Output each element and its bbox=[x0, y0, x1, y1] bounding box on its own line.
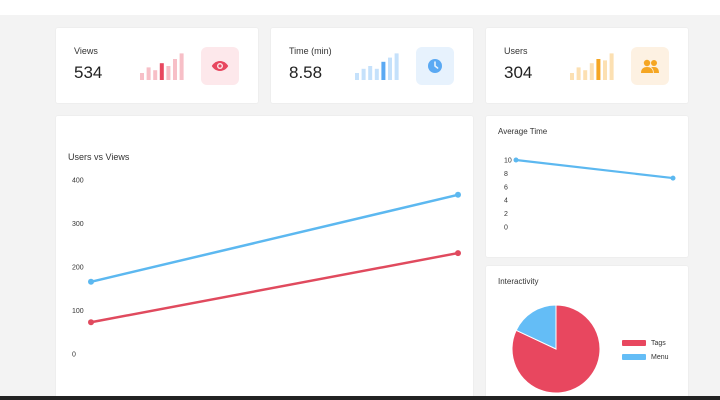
clock-icon bbox=[428, 59, 442, 73]
mini-bar bbox=[589, 63, 594, 80]
mini-bar bbox=[355, 73, 359, 80]
series-line bbox=[90, 193, 459, 284]
time-badge[interactable] bbox=[416, 47, 454, 85]
y-tick-label: 300 bbox=[72, 221, 84, 228]
legend-item-menu[interactable]: Menu bbox=[622, 350, 669, 364]
mini-bar bbox=[153, 70, 158, 80]
mini-bar bbox=[146, 67, 151, 80]
series-line bbox=[90, 251, 459, 324]
data-point bbox=[88, 319, 94, 326]
stat-card-time: Time (min) 8.58 bbox=[271, 28, 473, 103]
mini-bar bbox=[394, 53, 399, 80]
y-tick-label: 0 bbox=[504, 225, 508, 232]
pie-legend: Tags Menu bbox=[622, 336, 669, 364]
mini-bar bbox=[179, 53, 184, 80]
series-line bbox=[515, 158, 674, 180]
users-vs-views-chart: 0 100 200 300 400 bbox=[72, 178, 461, 359]
stat-label: Users bbox=[504, 46, 528, 56]
data-point bbox=[513, 157, 519, 163]
bottom-edge bbox=[0, 396, 720, 400]
top-bar bbox=[0, 0, 720, 15]
mini-bar bbox=[374, 68, 379, 80]
users-badge[interactable] bbox=[631, 47, 669, 85]
interactivity-card: Interactivity Tags Menu bbox=[486, 266, 688, 400]
legend-item-tags[interactable]: Tags bbox=[622, 336, 669, 350]
average-time-card: Average Time 0 2 4 6 8 10 bbox=[486, 116, 688, 257]
y-tick-label: 4 bbox=[504, 198, 508, 205]
y-tick-label: 0 bbox=[72, 352, 76, 359]
mini-bar bbox=[159, 63, 164, 80]
legend-swatch bbox=[622, 354, 646, 360]
stat-card-views: Views 534 bbox=[56, 28, 258, 103]
y-tick-label: 200 bbox=[72, 265, 84, 272]
mini-bar bbox=[570, 73, 574, 80]
mini-bar bbox=[596, 59, 601, 80]
interactivity-pie-chart bbox=[511, 304, 601, 394]
legend-label: Menu bbox=[651, 353, 669, 361]
mini-bar bbox=[388, 57, 392, 80]
stat-label: Time (min) bbox=[289, 46, 332, 56]
mini-bar bbox=[173, 59, 177, 80]
pie-slice bbox=[515, 304, 557, 350]
mini-bar-chart bbox=[355, 53, 399, 80]
chart-title: Interactivity bbox=[498, 277, 539, 286]
mini-bar bbox=[609, 53, 614, 80]
stat-value: 8.58 bbox=[289, 63, 323, 82]
mini-bar bbox=[576, 67, 581, 80]
mini-bar bbox=[361, 68, 366, 80]
y-tick-label: 10 bbox=[504, 158, 512, 165]
average-time-chart: 0 2 4 6 8 10 bbox=[504, 157, 676, 232]
users-vs-views-card: Users vs Views 0 100 200 300 400 bbox=[56, 116, 473, 400]
mini-bar bbox=[583, 70, 588, 80]
stat-card-users: Users 304 bbox=[486, 28, 688, 103]
data-point bbox=[88, 278, 94, 285]
y-tick-label: 400 bbox=[72, 178, 84, 185]
mini-bar bbox=[140, 73, 144, 80]
mini-bar-chart bbox=[140, 53, 184, 80]
legend-swatch bbox=[622, 340, 646, 346]
y-tick-label: 6 bbox=[504, 184, 508, 191]
users-icon bbox=[641, 59, 659, 73]
mini-bar bbox=[166, 66, 171, 80]
legend-label: Tags bbox=[651, 339, 666, 347]
data-point bbox=[455, 250, 461, 257]
views-badge[interactable] bbox=[201, 47, 239, 85]
data-point bbox=[670, 175, 676, 181]
mini-bar-chart bbox=[570, 53, 614, 80]
chart-title: Users vs Views bbox=[68, 152, 130, 162]
eye-icon bbox=[211, 61, 229, 71]
stat-label: Views bbox=[74, 46, 98, 56]
stat-value: 534 bbox=[74, 63, 103, 82]
y-tick-label: 2 bbox=[504, 211, 508, 218]
data-point bbox=[455, 191, 461, 198]
y-tick-label: 8 bbox=[504, 171, 508, 178]
mini-bar bbox=[603, 60, 607, 80]
stat-value: 304 bbox=[504, 63, 533, 82]
mini-bar bbox=[381, 61, 386, 80]
mini-bar bbox=[368, 66, 373, 80]
chart-title: Average Time bbox=[498, 127, 548, 136]
y-tick-label: 100 bbox=[72, 308, 84, 315]
